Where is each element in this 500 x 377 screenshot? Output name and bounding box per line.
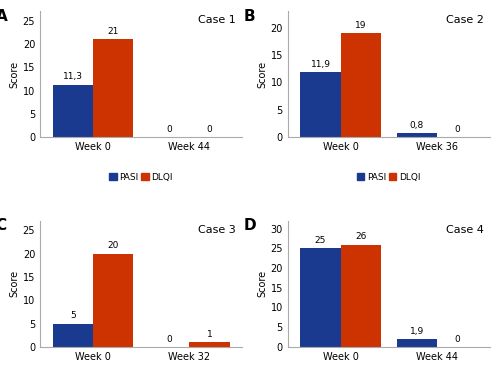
Text: 0: 0 — [206, 125, 212, 134]
Text: Case 1: Case 1 — [198, 15, 236, 25]
Text: B: B — [243, 9, 255, 24]
Bar — [396, 339, 437, 347]
Y-axis label: Score: Score — [258, 61, 268, 88]
Text: 1: 1 — [206, 330, 212, 339]
Text: 0,8: 0,8 — [410, 121, 424, 130]
Y-axis label: Score: Score — [10, 61, 20, 88]
Bar — [93, 39, 134, 137]
Text: 26: 26 — [355, 232, 366, 241]
Text: A: A — [0, 9, 7, 24]
Y-axis label: Score: Score — [258, 270, 268, 297]
Bar — [52, 323, 93, 347]
Bar — [93, 254, 134, 347]
Text: 20: 20 — [108, 241, 119, 250]
Text: 5: 5 — [70, 311, 75, 320]
Text: D: D — [243, 218, 256, 233]
Text: 0: 0 — [454, 125, 460, 134]
Bar — [396, 133, 437, 137]
Bar — [300, 72, 341, 137]
Bar — [340, 245, 381, 347]
Text: 11,9: 11,9 — [310, 60, 330, 69]
Text: 21: 21 — [108, 27, 119, 36]
Text: C: C — [0, 218, 6, 233]
Text: 19: 19 — [355, 21, 366, 30]
Text: 0: 0 — [454, 335, 460, 344]
Legend: PASI, DLQI: PASI, DLQI — [106, 169, 176, 185]
Bar — [340, 33, 381, 137]
Bar — [190, 342, 230, 347]
Bar — [300, 248, 341, 347]
Text: 0: 0 — [166, 335, 172, 344]
Y-axis label: Score: Score — [10, 270, 20, 297]
Text: 0: 0 — [166, 125, 172, 134]
Bar — [52, 84, 93, 137]
Text: 11,3: 11,3 — [63, 72, 83, 81]
Text: Case 4: Case 4 — [446, 225, 484, 234]
Text: 25: 25 — [315, 236, 326, 245]
Legend: PASI, DLQI: PASI, DLQI — [354, 169, 424, 185]
Text: 1,9: 1,9 — [410, 327, 424, 336]
Text: Case 2: Case 2 — [446, 15, 484, 25]
Text: Case 3: Case 3 — [198, 225, 236, 234]
